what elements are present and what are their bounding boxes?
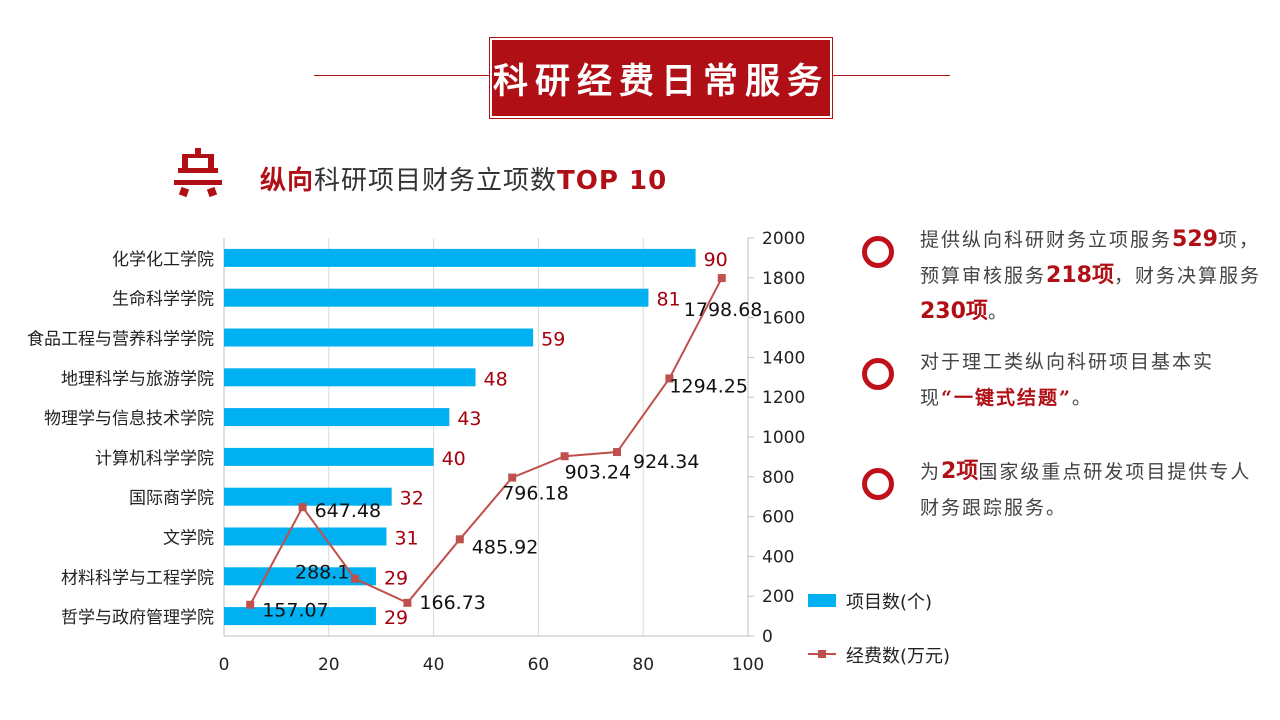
category-label: 哲学与政府管理学院 <box>61 608 214 628</box>
y2-tick-label: 400 <box>762 547 794 567</box>
line-point <box>717 274 726 283</box>
ring-icon <box>862 358 894 390</box>
line-value-label: 647.48 <box>315 500 381 522</box>
line-point <box>455 535 464 544</box>
line-series <box>249 277 723 606</box>
bar <box>224 288 649 307</box>
chart-heading-top: TOP 10 <box>557 166 668 196</box>
bar-value-label: 43 <box>457 408 481 430</box>
bar-value-label: 48 <box>484 368 508 390</box>
category-label: 生命科学学院 <box>112 290 214 310</box>
x-tick-label: 20 <box>318 655 340 675</box>
bar <box>224 408 450 427</box>
line-value-label: 903.24 <box>565 461 631 483</box>
y2-tick-label: 2000 <box>762 229 805 249</box>
y2-tick-label: 1200 <box>762 388 805 408</box>
bullet-1: 提供纵向科研财务立项服务529项，预算审核服务218项，财务决算服务230项。 <box>862 222 1262 330</box>
bullet-2-text: 对于理工类纵向科研项目基本实现“一键式结题”。 <box>920 351 1215 409</box>
line-value-label: 157.07 <box>262 600 328 622</box>
bar <box>224 487 392 506</box>
category-label: 国际商学院 <box>129 489 214 509</box>
category-label: 文学院 <box>163 529 214 549</box>
x-tick-label: 80 <box>632 655 654 675</box>
bullet-2: 对于理工类纵向科研项目基本实现“一键式结题”。 <box>862 344 1262 416</box>
bar-value-label: 90 <box>704 249 728 271</box>
x-tick-label: 40 <box>423 655 445 675</box>
y2-tick-label: 1000 <box>762 428 805 448</box>
category-label: 计算机科学学院 <box>95 449 214 469</box>
category-label: 物理学与信息技术学院 <box>44 409 214 429</box>
y2-tick-label: 600 <box>762 508 794 528</box>
x-tick-label: 60 <box>528 655 550 675</box>
x-tick-label: 100 <box>732 655 764 675</box>
line-value-label: 1798.68 <box>684 299 763 321</box>
y2-tick-label: 1600 <box>762 309 805 329</box>
line-point <box>665 374 674 383</box>
y2-tick-label: 1400 <box>762 348 805 368</box>
ring-icon <box>862 468 894 500</box>
chart-heading-main: 科研项目财务立项数 <box>314 166 558 196</box>
line-point <box>508 473 517 482</box>
bar <box>224 607 376 626</box>
bar-value-label: 29 <box>384 567 408 589</box>
line-value-label: 1294.25 <box>669 375 748 397</box>
bar-value-label: 59 <box>541 329 565 351</box>
line-value-label: 924.34 <box>633 451 699 473</box>
bar-value-label: 81 <box>656 289 680 311</box>
bullet-3: 为2项国家级重点研发项目提供专人财务跟踪服务。 <box>862 454 1262 526</box>
y2-tick-label: 200 <box>762 587 794 607</box>
bar <box>224 447 434 466</box>
line-value-label: 796.18 <box>502 483 568 505</box>
chart-heading: 纵向科研项目财务立项数TOP 10 <box>260 160 667 197</box>
line-point <box>246 600 255 609</box>
legend-line-marker <box>818 650 826 658</box>
y2-tick-label: 800 <box>762 468 794 488</box>
bar <box>224 328 534 347</box>
legend-line-label: 经费数(万元) <box>846 646 950 667</box>
bullet-1-text: 提供纵向科研财务立项服务529项，预算审核服务218项，财务决算服务230项。 <box>920 227 1261 324</box>
category-label: 材料科学与工程学院 <box>61 568 214 588</box>
y2-tick-label: 0 <box>762 627 773 647</box>
line-point <box>403 598 412 607</box>
title-rule-left <box>314 75 490 76</box>
bar-value-label: 40 <box>442 448 466 470</box>
legend-bar-swatch <box>808 594 836 607</box>
line-point <box>351 574 359 583</box>
line-point <box>560 452 569 461</box>
bar-value-label: 29 <box>384 607 408 629</box>
line-value-label: 485.92 <box>472 536 538 558</box>
y2-tick-label: 1800 <box>762 269 805 289</box>
bar-value-label: 31 <box>394 528 418 550</box>
title-rule-right <box>828 75 950 76</box>
building-icon <box>174 148 222 198</box>
line-value-label: 166.73 <box>419 592 485 614</box>
line-point <box>613 448 621 457</box>
bar <box>224 248 696 267</box>
x-tick-label: 0 <box>219 655 230 675</box>
bar <box>224 527 387 546</box>
line-value-label: 288.1 <box>295 562 349 584</box>
category-label: 地理科学与旅游学院 <box>61 369 214 389</box>
category-label: 化学化工学院 <box>112 250 214 270</box>
ring-icon <box>862 236 894 268</box>
bar <box>224 368 476 387</box>
bar-value-label: 32 <box>400 488 424 510</box>
category-label: 食品工程与营养科学学院 <box>27 330 214 350</box>
chart-heading-highlight: 纵向 <box>260 166 315 196</box>
bullet-3-text: 为2项国家级重点研发项目提供专人财务跟踪服务。 <box>920 459 1252 519</box>
page-title: 科研经费日常服务 <box>490 38 832 118</box>
line-point <box>298 503 307 512</box>
legend-bar-label: 项目数(个) <box>846 592 932 613</box>
